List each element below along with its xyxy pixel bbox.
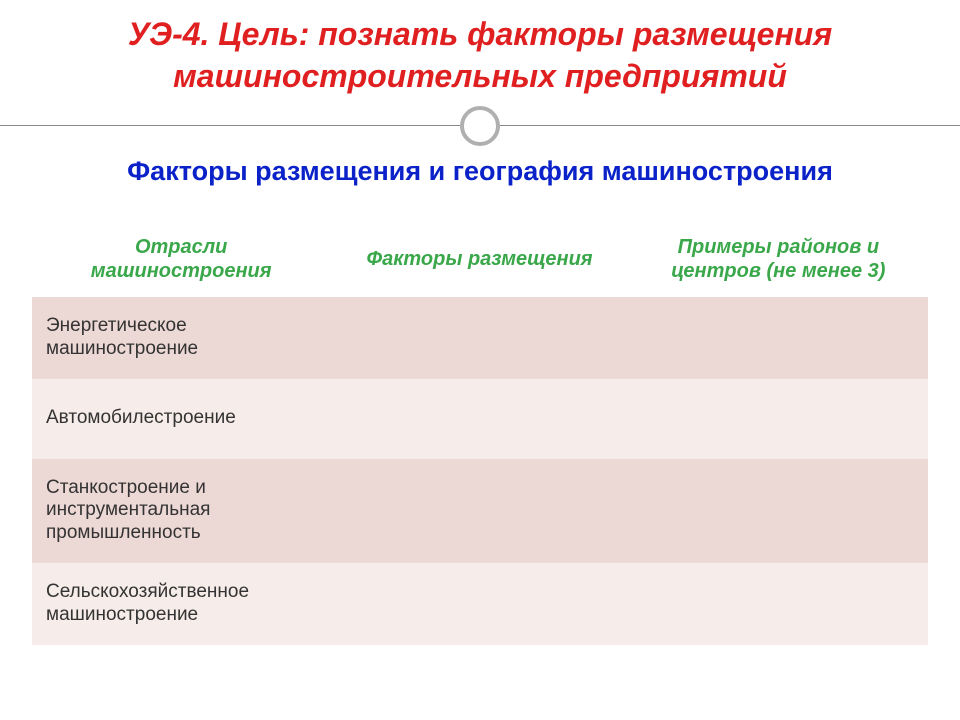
table-cell: Станкостроение и инструментальная промыш… bbox=[32, 459, 330, 563]
table-cell bbox=[629, 459, 928, 563]
table-cell bbox=[629, 563, 928, 645]
table-cell bbox=[629, 379, 928, 459]
slide-title-line-1: УЭ-4. Цель: познать факторы размещения bbox=[32, 14, 928, 54]
table-cell: Сельскохозяйственное машиностроение bbox=[32, 563, 330, 645]
table-cell bbox=[330, 459, 628, 563]
table-cell bbox=[330, 379, 628, 459]
slide-title-line-2: машиностроительных предприятий bbox=[32, 56, 928, 96]
table-header-cell: Факторы размещения bbox=[330, 221, 628, 297]
table-cell bbox=[629, 297, 928, 379]
table-header-cell: Примеры районов и центров (не менее 3) bbox=[629, 221, 928, 297]
table-cell: Автомобилестроение bbox=[32, 379, 330, 459]
subtitle: Факторы размещения и география машиностр… bbox=[32, 156, 928, 187]
title-decorator bbox=[32, 106, 928, 146]
title-circle-icon bbox=[460, 106, 500, 146]
table-cell: Энергетическое машиностроение bbox=[32, 297, 330, 379]
table-cell bbox=[330, 563, 628, 645]
slide: УЭ-4. Цель: познать факторы размещения м… bbox=[0, 0, 960, 720]
factors-table: Отрасли машиностроения Факторы размещени… bbox=[32, 221, 928, 645]
table-header-cell: Отрасли машиностроения bbox=[32, 221, 330, 297]
table-cell bbox=[330, 297, 628, 379]
